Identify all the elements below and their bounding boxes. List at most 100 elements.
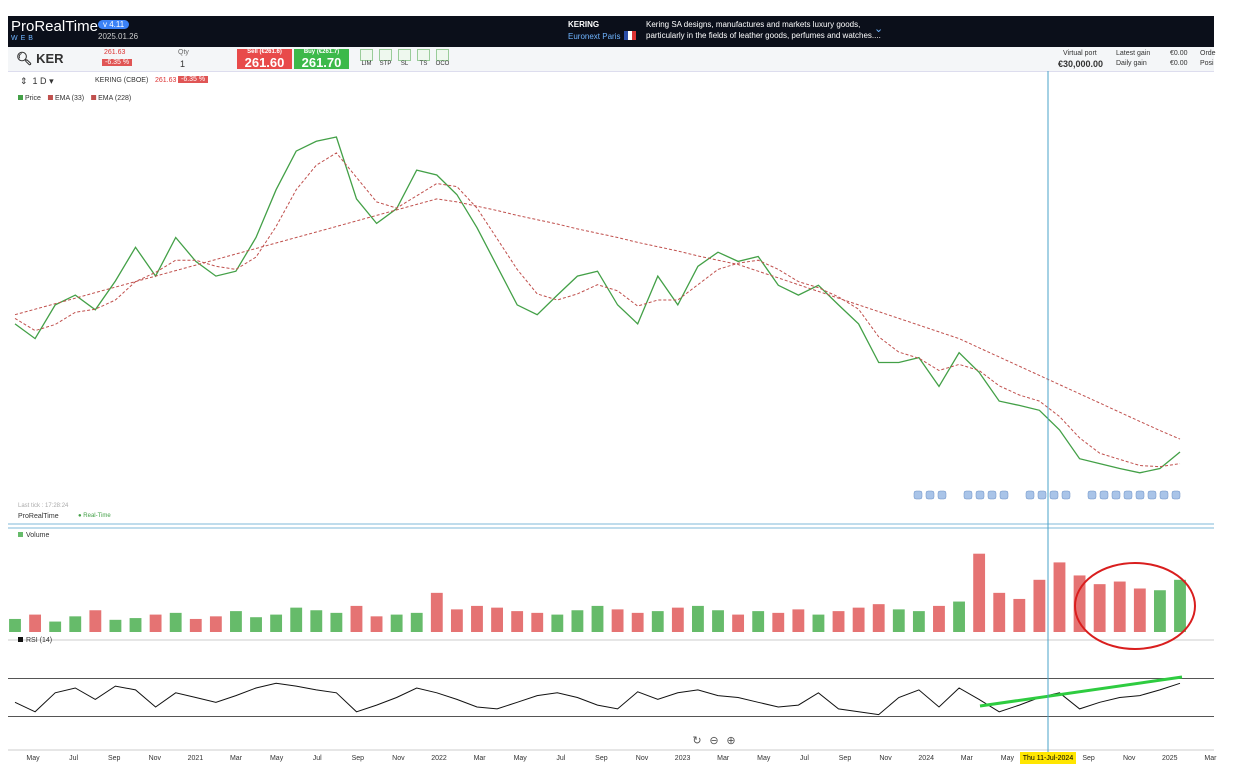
symbol: KER [36,51,64,66]
x-tick-label: Sep [108,755,121,762]
volume-bar [1033,579,1046,632]
zoom-button[interactable]: ⊖ [709,735,718,747]
volume-bar [732,614,745,632]
cursor-label: Thu 11-Jul-2024 [1023,755,1074,762]
volume-bar [1093,584,1106,632]
virtual-port: €30,000.00 [1058,59,1104,69]
x-tick-label: Nov [879,755,892,762]
expand-button[interactable]: ⌄ [874,23,884,35]
event-marker [1099,490,1109,500]
series-line [14,152,1181,468]
volume-bar [671,607,684,632]
legend-swatch [91,95,97,100]
order-type[interactable]: SL [396,49,413,67]
chart-last: 261.63 [155,77,177,84]
sell-price: 261.60 [244,55,285,70]
volume-bar [531,612,544,632]
order-type[interactable]: OCO [434,49,451,67]
qty[interactable]: 1 [180,59,186,69]
x-tick-label: May [1001,755,1015,762]
qty-label: Qty [178,49,189,56]
order-type[interactable]: STP [377,49,394,67]
sell-button[interactable]: Sell (€261.6) 261.60 [237,49,292,70]
chart-instrument: KERING (CBOE) [95,77,149,84]
volume-bar [149,614,162,632]
volume-bar [29,614,42,632]
x-tick-label: May [26,755,40,762]
volume-bar [49,621,62,632]
volume-bar [591,605,604,632]
volume-bar [1013,598,1026,632]
x-tick-label: Mar [230,755,243,762]
legend-swatch [18,532,23,537]
volume-bar [973,553,986,632]
volume-bar [9,618,21,632]
volume-bar [953,601,965,632]
x-tick-label: Mar [1204,755,1217,762]
orders-tab[interactable]: Orde [1200,50,1216,57]
latest-gain: €0.00 [1170,50,1188,57]
zoom-button[interactable]: ⊕ [726,735,735,747]
event-marker [937,490,947,500]
event-marker [963,490,973,500]
exchange[interactable]: Euronext Paris [568,32,621,41]
volume-bar [611,609,624,632]
timeframe-value: 1 D [32,76,47,86]
x-tick-label: Nov [149,755,162,762]
x-tick-label: Mar [961,755,974,762]
event-marker [1061,490,1071,500]
volume-bar [631,612,644,632]
volume-bar [209,616,222,632]
description: Kering SA designs, manufactures and mark… [646,20,861,29]
zoom-button[interactable]: ↻ [692,735,701,747]
legend-swatch [47,95,53,100]
event-marker [1037,490,1047,500]
panel-title: Volume [26,532,49,539]
x-tick-label: Nov [1123,755,1136,762]
timeframe[interactable]: ⇕ 1 D ▾ [20,76,54,86]
volume-bar [430,592,443,632]
volume-bar [1053,562,1066,632]
positions-tab[interactable]: Posi [1200,60,1214,67]
highlight-ellipse [1074,562,1196,650]
volume-bar [692,605,704,632]
volume-bar [471,605,483,632]
volume-bar [752,611,765,632]
x-tick-label: 2021 [188,755,204,762]
x-tick-label: May [757,755,771,762]
volume-bar [491,607,503,632]
buy-price: 261.70 [301,55,342,70]
event-marker [1135,490,1145,500]
trend-line [979,675,1183,708]
logo: ProRealTime [11,18,98,35]
symbol-search[interactable]: 🔍︎ KER [16,51,64,66]
x-tick-label: 2024 [918,755,934,762]
daily-gain: €0.00 [1170,60,1188,67]
order-type[interactable]: LIM [358,49,375,67]
x-tick-label: Mar [474,755,487,762]
panel-title: RSI (14) [26,637,52,644]
volume-bar [872,604,885,632]
x-tick-label: Nov [636,755,649,762]
x-tick-label: 2022 [431,755,447,762]
volume-bar [390,614,403,632]
volume-bar [933,605,945,632]
volume-bar [852,607,865,632]
volume-bar [832,611,845,632]
x-tick-label: Jul [69,755,78,762]
volume-bar [912,611,925,632]
event-marker [1171,490,1181,500]
version-badge[interactable]: v 4.11 [98,20,130,29]
logo-sub: WEB [11,35,36,42]
buy-button[interactable]: Buy (€261.7) 261.70 [294,49,349,70]
volume-bar [812,614,825,632]
last-tick: Last tick : 17:28:24 [18,503,69,509]
volume-bar [551,614,564,632]
order-type-label: SL [400,61,409,67]
volume-bar [993,592,1006,632]
feed: ● Real-Time [78,513,111,519]
order-type[interactable]: TS [415,49,432,67]
event-marker [1049,490,1059,500]
volume-bar [1153,590,1166,632]
